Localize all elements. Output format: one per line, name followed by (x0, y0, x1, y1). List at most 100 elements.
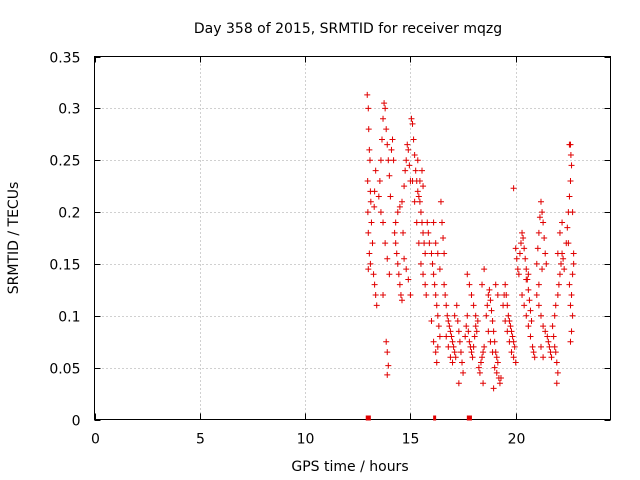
data-point (488, 307, 495, 314)
data-point (477, 359, 484, 366)
data-point (506, 338, 513, 345)
data-point (424, 219, 431, 226)
data-point (468, 349, 475, 356)
data-point (423, 292, 430, 299)
data-point (462, 333, 469, 340)
data-point (525, 271, 532, 278)
data-point (449, 359, 456, 366)
data-point (542, 250, 549, 257)
data-point (434, 312, 441, 319)
data-point (493, 369, 500, 376)
data-point (522, 255, 529, 262)
data-point (425, 229, 432, 236)
data-point (494, 359, 501, 366)
data-point (484, 302, 491, 309)
data-point (483, 312, 490, 319)
data-point (455, 380, 462, 387)
data-point (394, 260, 401, 267)
data-point (384, 255, 391, 262)
data-point (420, 271, 427, 278)
data-point (384, 141, 391, 148)
y-tick-label: 0.35 (49, 51, 80, 67)
data-point (383, 126, 390, 133)
data-point (432, 240, 439, 247)
data-point (523, 312, 530, 319)
data-point (502, 317, 509, 324)
data-point (426, 240, 433, 247)
data-point (536, 214, 543, 221)
data-point (487, 338, 494, 345)
data-point (570, 250, 577, 257)
data-point (440, 235, 447, 241)
data-point (568, 162, 575, 169)
data-point (398, 297, 405, 304)
data-point (380, 115, 387, 122)
data-point (514, 266, 521, 273)
data-point (567, 177, 574, 184)
data-point (434, 250, 441, 257)
data-point (377, 209, 384, 216)
data-point (520, 235, 527, 241)
data-point (436, 333, 443, 340)
data-point (421, 240, 428, 247)
data-point (546, 343, 553, 350)
data-point (540, 219, 547, 226)
data-point (519, 292, 526, 299)
data-point (372, 292, 379, 299)
data-point (452, 354, 459, 361)
data-point (413, 219, 420, 226)
data-point (449, 338, 456, 345)
data-point (567, 152, 574, 159)
y-tick-label: 0.1 (58, 310, 80, 326)
data-point (430, 271, 437, 278)
data-point (560, 255, 567, 262)
data-point (537, 312, 544, 319)
data-point (472, 312, 479, 319)
data-point (509, 333, 516, 340)
data-point (492, 281, 499, 288)
data-point (474, 317, 481, 324)
data-point (419, 167, 426, 174)
data-point (464, 271, 471, 278)
data-point (544, 333, 551, 340)
data-point (537, 343, 544, 350)
data-point (392, 219, 399, 226)
data-point (481, 343, 488, 350)
data-point (447, 354, 454, 361)
data-point (373, 302, 380, 309)
data-point (472, 323, 479, 330)
data-point (428, 317, 435, 324)
data-point (469, 354, 476, 361)
data-point (547, 349, 554, 356)
data-point (466, 338, 473, 345)
data-point (567, 338, 574, 345)
data-point (493, 354, 500, 361)
data-point (401, 183, 408, 190)
data-point (558, 260, 565, 267)
data-point (503, 292, 510, 299)
data-point (405, 146, 412, 153)
data-point (485, 328, 492, 335)
data-point (554, 369, 561, 376)
data-point (510, 185, 517, 192)
data-point (376, 177, 383, 184)
data-point (441, 250, 448, 257)
data-point (433, 359, 440, 366)
data-point (403, 266, 410, 273)
data-point (442, 292, 449, 299)
data-point (515, 271, 522, 278)
data-point (564, 224, 571, 231)
data-point (380, 219, 387, 226)
data-point (415, 240, 422, 247)
data-point (443, 302, 450, 309)
data-point (570, 260, 577, 267)
data-point (443, 333, 450, 340)
data-point (567, 141, 574, 148)
data-point (476, 369, 483, 376)
data-point (415, 193, 422, 200)
plot-area-frame (94, 56, 611, 420)
data-point (569, 271, 576, 278)
data-point (409, 120, 416, 127)
data-point (454, 317, 461, 324)
data-point (525, 323, 532, 330)
